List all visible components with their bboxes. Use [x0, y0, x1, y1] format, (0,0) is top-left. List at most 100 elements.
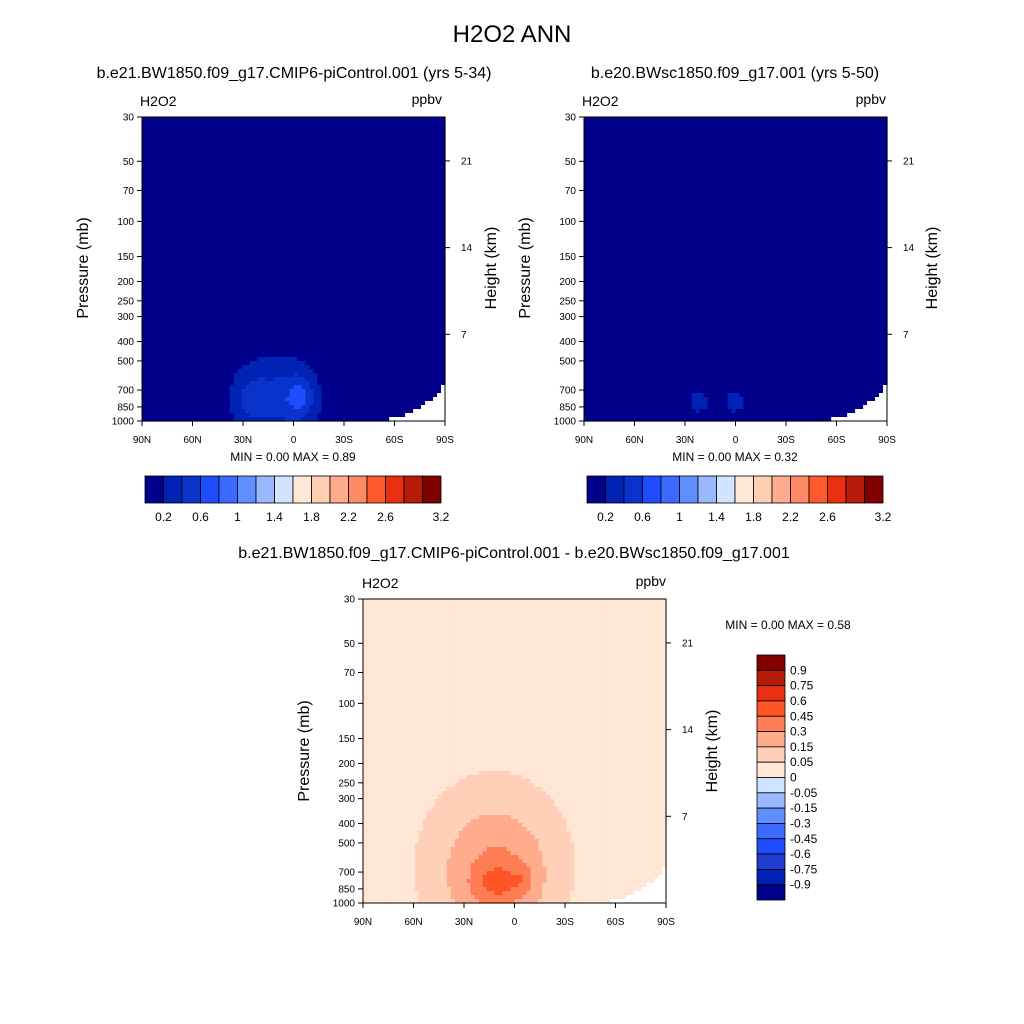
contour-cell: [293, 345, 299, 350]
contour-cell: [433, 149, 438, 154]
contour-cell: [153, 209, 159, 214]
contour-cell: [185, 341, 191, 346]
contour-cell: [245, 165, 251, 170]
contour-cell: [285, 329, 291, 334]
contour-cell: [145, 301, 151, 306]
contour-cell: [237, 337, 243, 342]
contour-cell: [301, 173, 307, 178]
contour-cell: [293, 217, 299, 222]
contour-cell: [401, 301, 406, 306]
contour-cell: [145, 141, 151, 146]
contour-cell: [405, 281, 410, 286]
contour-cell: [273, 153, 279, 158]
contour-cell: [145, 225, 151, 230]
contour-cell: [369, 165, 374, 170]
contour-cell: [165, 245, 171, 250]
contour-cell: [241, 373, 247, 378]
contour-cell: [161, 373, 167, 378]
contour-cell: [377, 189, 382, 194]
contour-cell: [277, 241, 283, 246]
contour-cell: [413, 121, 418, 126]
contour-cell: [197, 329, 203, 334]
contour-cell: [265, 121, 271, 126]
contour-cell: [209, 353, 215, 358]
contour-cell: [165, 309, 171, 314]
contour-cell: [393, 273, 398, 278]
contour-cell: [149, 313, 155, 318]
contour-cell: [441, 273, 446, 278]
contour-cell: [221, 165, 227, 170]
contour-cell: [313, 357, 319, 362]
contour-cell: [397, 289, 402, 294]
contour-cell: [289, 189, 295, 194]
contour-cell: [157, 189, 163, 194]
contour-cell: [261, 285, 267, 290]
contour-cell: [349, 345, 354, 350]
contour-cell: [273, 313, 279, 318]
contour-cell: [225, 181, 231, 186]
contour-cell: [277, 285, 283, 290]
contour-cell: [289, 349, 295, 354]
contour-cell: [385, 193, 390, 198]
contour-cell: [145, 205, 151, 210]
contour-cell: [341, 145, 346, 150]
contour-cell: [365, 157, 370, 162]
contour-cell: [309, 121, 315, 126]
contour-cell: [437, 337, 442, 342]
contour-cell: [297, 325, 303, 330]
contour-cell: [193, 361, 199, 366]
contour-cell: [217, 297, 223, 302]
contour-cell: [265, 369, 271, 374]
contour-cell: [425, 157, 430, 162]
contour-cell: [389, 173, 394, 178]
contour-cell: [309, 233, 315, 238]
contour-cell: [321, 177, 326, 182]
contour-cell: [197, 325, 203, 330]
contour-cell: [345, 145, 350, 150]
contour-cell: [177, 173, 183, 178]
contour-cell: [229, 373, 235, 378]
contour-cell: [437, 169, 442, 174]
contour-cell: [317, 261, 323, 266]
contour-cell: [142, 153, 147, 158]
contour-cell: [349, 185, 354, 190]
contour-cell: [409, 309, 414, 314]
contour-cell: [325, 121, 330, 126]
contour-cell: [317, 209, 323, 214]
contour-cell: [281, 129, 287, 134]
contour-cell: [289, 201, 295, 206]
contour-cell: [145, 233, 151, 238]
contour-cell: [205, 289, 211, 294]
contour-cell: [333, 305, 338, 310]
contour-cell: [353, 297, 358, 302]
contour-cell: [393, 185, 398, 190]
contour-cell: [417, 305, 422, 310]
contour-cell: [337, 149, 342, 154]
contour-cell: [285, 189, 291, 194]
contour-cell: [293, 365, 299, 370]
contour-cell: [153, 225, 159, 230]
contour-cell: [429, 365, 434, 370]
contour-cell: [353, 189, 358, 194]
contour-cell: [229, 353, 235, 358]
contour-cell: [441, 325, 446, 330]
contour-cell: [409, 289, 414, 294]
panel-1-variable: H2O2: [140, 93, 177, 109]
contour-cell: [142, 141, 147, 146]
contour-cell: [413, 265, 418, 270]
contour-cell: [253, 145, 259, 150]
contour-cell: [201, 169, 207, 174]
contour-cell: [189, 201, 195, 206]
contour-cell: [413, 285, 418, 290]
contour-cell: [153, 265, 159, 270]
contour-cell: [277, 353, 283, 358]
contour-cell: [389, 365, 394, 370]
contour-cell: [285, 261, 291, 266]
contour-cell: [393, 169, 398, 174]
contour-cell: [325, 341, 330, 346]
contour-cell: [142, 125, 147, 130]
contour-cell: [277, 141, 283, 146]
contour-cell: [357, 285, 362, 290]
contour-cell: [197, 205, 203, 210]
contour-cell: [165, 289, 171, 294]
